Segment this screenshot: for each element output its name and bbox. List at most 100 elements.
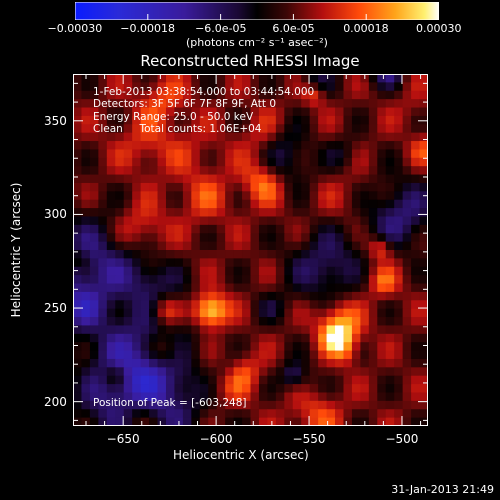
heatmap-cell (267, 241, 277, 251)
heatmap-cell (182, 191, 192, 201)
heatmap-cell (309, 241, 319, 251)
heatmap-cell (275, 308, 285, 318)
heatmap-cell (250, 308, 260, 318)
heatmap-cell (292, 392, 302, 402)
heatmap-cell (157, 333, 167, 343)
heatmap-cell (318, 275, 328, 285)
heatmap-cell (157, 191, 167, 201)
heatmap-cell (89, 74, 99, 83)
heatmap-cell (385, 275, 395, 285)
heatmap-cell (132, 317, 142, 326)
heatmap-cell (123, 182, 133, 192)
heatmap-cell (292, 90, 302, 100)
heatmap-cell (275, 208, 285, 217)
heatmap-cell (419, 317, 428, 326)
heatmap-cell (233, 157, 243, 167)
heatmap-cell (157, 132, 167, 142)
heatmap-cell (149, 199, 159, 209)
heatmap-cell (394, 375, 404, 385)
heatmap-cell (182, 375, 192, 385)
heatmap-cell (199, 358, 209, 368)
heatmap-cell (343, 90, 353, 100)
heatmap-cell (250, 90, 260, 100)
heatmap-cell (73, 157, 82, 167)
heatmap-cell (216, 174, 226, 184)
heatmap-cell (377, 409, 387, 419)
heatmap-cell (216, 317, 226, 326)
heatmap-cell (292, 216, 302, 226)
heatmap-cell (284, 392, 294, 402)
heatmap-cell (318, 199, 328, 209)
heatmap-cell (275, 258, 285, 268)
heatmap-cell (309, 308, 319, 318)
heatmap-cell (191, 317, 201, 326)
heatmap-cell (89, 367, 99, 377)
heatmap-cell (292, 384, 302, 393)
heatmap-cell (335, 166, 344, 176)
heatmap-cell (242, 132, 251, 142)
heatmap-cell (115, 216, 125, 226)
heatmap-cell (132, 157, 142, 167)
heatmap-cell (360, 115, 370, 125)
heatmap-cell (326, 400, 336, 410)
heatmap-cell (309, 182, 319, 192)
heatmap-cell (199, 342, 209, 352)
heatmap-cell (182, 216, 192, 226)
heatmap-cell (275, 342, 285, 352)
heatmap-cell (343, 291, 353, 301)
heatmap-cell (258, 241, 268, 251)
heatmap-cell (216, 90, 226, 100)
heatmap-cell (258, 191, 268, 201)
heatmap-cell (233, 358, 243, 368)
heatmap-cell (140, 409, 150, 419)
heatmap-cell (123, 291, 133, 301)
heatmap-cell (326, 250, 336, 259)
heatmap-cell (115, 283, 125, 293)
heatmap-cell (98, 208, 108, 217)
heatmap-cell (335, 132, 344, 142)
heatmap-cell (292, 199, 302, 209)
heatmap-cell (208, 107, 218, 117)
heatmap-cell (301, 275, 311, 285)
heatmap-cell (115, 233, 125, 243)
heatmap-cell (123, 258, 133, 268)
heatmap-cell (267, 157, 277, 167)
heatmap-cell (132, 233, 142, 243)
heatmap-cell (123, 375, 133, 385)
heatmap-cell (191, 291, 201, 301)
heatmap-cell (292, 409, 302, 419)
heatmap-cell (165, 233, 175, 243)
timestamp: 31-Jan-2013 21:49 (391, 483, 494, 496)
heatmap-cell (165, 367, 175, 377)
heatmap-cell (402, 191, 412, 201)
heatmap-cell (199, 317, 209, 326)
heatmap-cell (411, 107, 421, 117)
heatmap-cell (402, 208, 412, 217)
heatmap-cell (368, 157, 378, 167)
heatmap-cell (149, 224, 159, 234)
heatmap-cell (360, 358, 370, 368)
heatmap-cell (140, 82, 150, 92)
heatmap-cell (174, 258, 184, 268)
heatmap-cell (199, 224, 209, 234)
y-tick-label: 250 (44, 301, 67, 316)
heatmap-cell (275, 384, 285, 393)
heatmap-cell (157, 115, 167, 125)
heatmap-cell (360, 342, 370, 352)
heatmap-cell (216, 384, 226, 393)
heatmap-cell (377, 283, 387, 293)
heatmap-cell (89, 166, 99, 176)
heatmap-cell (301, 157, 311, 167)
heatmap-cell (191, 258, 201, 268)
heatmap-cell (368, 300, 378, 310)
heatmap-cell (73, 233, 82, 243)
heatmap-cell (343, 308, 353, 318)
heatmap-cell (292, 82, 302, 92)
heatmap-cell (284, 124, 294, 134)
heatmap-cell (208, 115, 218, 125)
heatmap-cell (377, 333, 387, 343)
heatmap-cell (301, 182, 311, 192)
heatmap-cell (284, 417, 294, 426)
heatmap-cell (157, 300, 167, 310)
heatmap-cell (301, 409, 311, 419)
